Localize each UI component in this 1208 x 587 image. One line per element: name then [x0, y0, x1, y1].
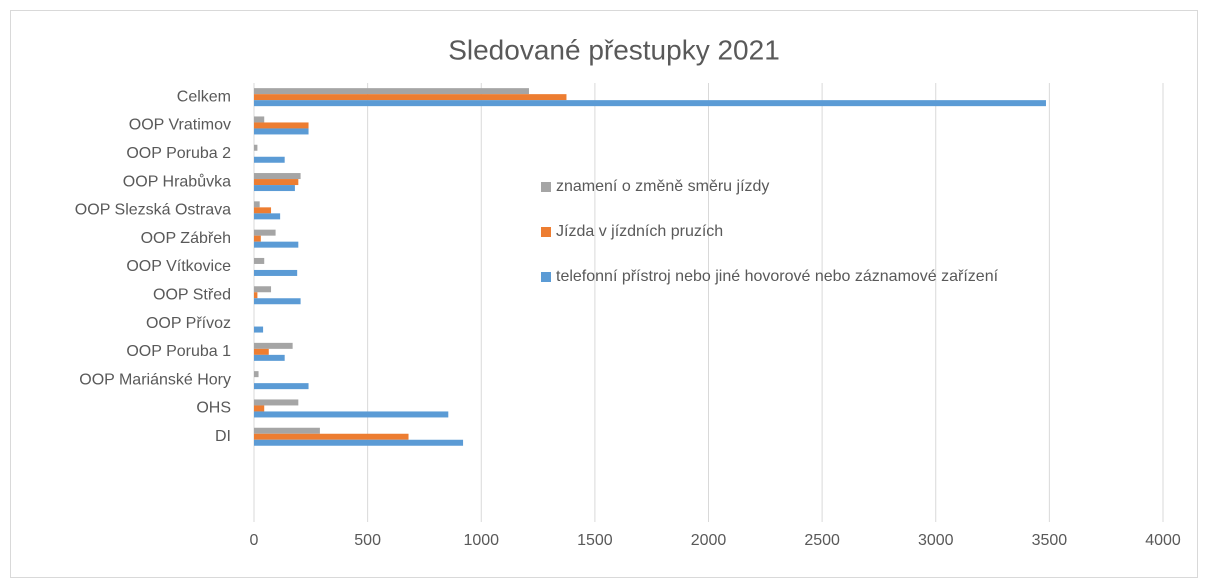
bar [254, 371, 259, 378]
y-tick-label: OOP Slezská Ostrava [75, 202, 231, 219]
y-tick-label: DI [215, 428, 231, 445]
bar [254, 235, 261, 242]
bar [254, 269, 298, 276]
bar [254, 213, 281, 220]
bar [254, 179, 299, 186]
bar [254, 88, 529, 95]
x-tick-label: 500 [354, 532, 381, 549]
legend-swatch [541, 272, 551, 282]
x-tick-label: 3500 [1032, 532, 1068, 549]
x-tick-label: 3000 [918, 532, 954, 549]
bar [254, 326, 264, 333]
legend-swatch [541, 182, 551, 192]
bar [254, 354, 285, 361]
bar [254, 439, 464, 446]
bar [254, 427, 320, 434]
y-tick-label: Celkem [177, 88, 231, 105]
bar [254, 286, 272, 293]
bar [254, 144, 258, 151]
x-tick-label: 2000 [691, 532, 727, 549]
chart-title: Sledované přestupky 2021 [448, 34, 780, 65]
bar [254, 185, 295, 192]
legend-swatch [541, 227, 551, 237]
bar [254, 156, 285, 163]
bar [254, 241, 299, 248]
bar [254, 348, 269, 355]
y-tick-label: OOP Přívoz [146, 315, 231, 332]
x-tick-label: 0 [250, 532, 259, 549]
y-tick-label: OOP Střed [153, 286, 231, 303]
bar [254, 229, 276, 236]
bar [254, 433, 409, 440]
bar [254, 257, 265, 264]
bar [254, 298, 301, 305]
bar [254, 128, 309, 135]
legend-label: znamení o změně směru jízdy [556, 178, 769, 195]
y-tick-label: OOP Poruba 2 [126, 145, 231, 162]
legend-label: Jízda v jízdních pruzích [556, 223, 723, 240]
bar [254, 383, 309, 390]
y-tick-label: OOP Hrabůvka [123, 172, 231, 190]
bar [254, 201, 260, 208]
x-tick-label: 1000 [463, 532, 499, 549]
legend-label: telefonní přístroj nebo jiné hovorové ne… [556, 268, 999, 285]
bar [254, 399, 299, 406]
bar [254, 292, 258, 299]
x-tick-label: 2500 [804, 532, 840, 549]
x-tick-label: 4000 [1145, 532, 1181, 549]
x-tick-label: 1500 [577, 532, 613, 549]
bar [254, 342, 293, 349]
y-tick-label: OHS [196, 400, 231, 417]
bar [254, 405, 265, 412]
y-tick-label: OOP Vratimov [129, 117, 231, 134]
bar [254, 94, 567, 101]
y-tick-label: OOP Mariánské Hory [79, 371, 231, 388]
bar [254, 116, 265, 123]
y-tick-label: OOP Poruba 1 [126, 343, 231, 360]
bar [254, 173, 301, 180]
bar [254, 207, 272, 214]
y-tick-label: OOP Zábřeh [141, 230, 231, 247]
bar [254, 411, 449, 418]
y-tick-label: OOP Vítkovice [126, 258, 231, 275]
bar [254, 122, 309, 129]
bar [254, 100, 1046, 107]
